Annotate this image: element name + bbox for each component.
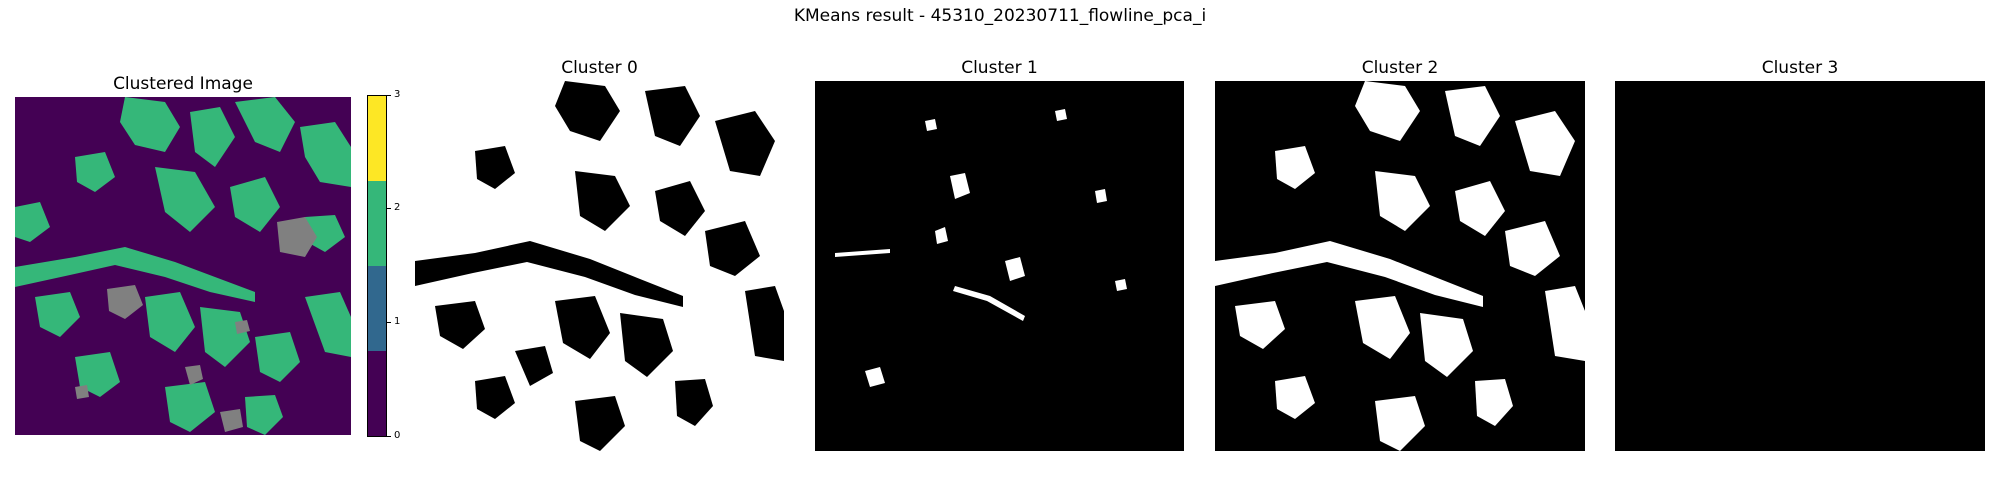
cluster-3-mask: [1615, 81, 1985, 451]
colorbar-segment-2: [368, 181, 386, 266]
colorbar-tick: [386, 322, 391, 323]
colorbar-label-3: 3: [394, 89, 401, 100]
clustered-image-title: Clustered Image: [113, 74, 253, 94]
cluster-1-mask: [815, 81, 1184, 451]
colorbar-segment-3: [368, 96, 386, 181]
colorbar-tick: [386, 436, 391, 437]
colorbar: [367, 95, 387, 437]
cluster-1-title: Cluster 1: [961, 58, 1038, 78]
cluster-0-mask: [415, 81, 784, 451]
colorbar-segment-1: [368, 266, 386, 351]
cluster-2-mask: [1215, 81, 1585, 451]
cluster-3-title: Cluster 3: [1761, 58, 1839, 78]
figure-title: KMeans result - 45310_20230711_flowline_…: [793, 6, 1207, 26]
colorbar-segment-0: [368, 351, 386, 436]
cluster-2-title: Cluster 2: [1361, 58, 1439, 78]
clustered-image: [15, 97, 351, 435]
colorbar-tick: [386, 208, 391, 209]
colorbar-label-0: 0: [394, 430, 401, 441]
cluster-0-title: Cluster 0: [561, 58, 638, 78]
colorbar-label-1: 1: [394, 316, 401, 327]
colorbar-tick: [386, 95, 391, 96]
colorbar-label-2: 2: [394, 202, 401, 213]
